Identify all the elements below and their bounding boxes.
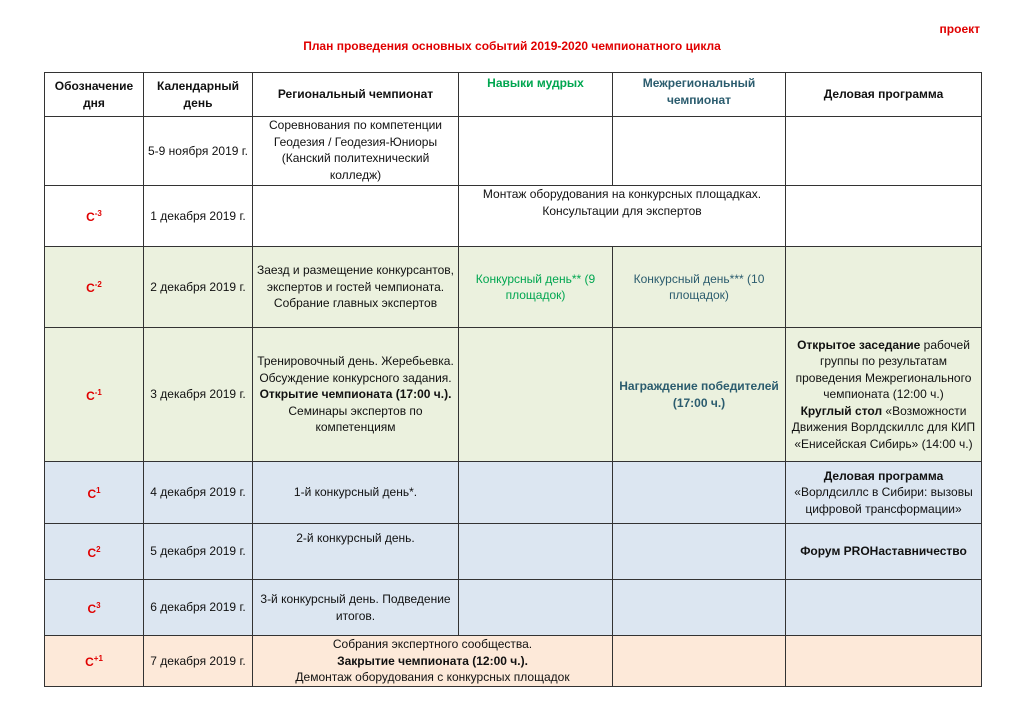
header-business: Деловая программа (785, 72, 982, 117)
closing-text: Собрания экспертного сообщества. (332, 637, 533, 651)
day-code-sup: -1 (94, 387, 102, 397)
header-regional: Региональный чемпионат (252, 72, 459, 117)
date-cell: 6 декабря 2019 г. (143, 579, 253, 636)
day-code-cell: С+1 (44, 635, 144, 687)
business-cell: Деловая программа «Ворлдсиллс в Сибири: в… (785, 461, 982, 524)
day-code-cell: С-2 (44, 246, 144, 328)
interregional-cell (612, 523, 786, 580)
day-code: С (87, 486, 97, 501)
closing-bold: Закрытие чемпионата (12:00 ч.). (337, 653, 528, 668)
business-cell (785, 579, 982, 636)
interregional-cell (612, 635, 786, 687)
day-code: С (86, 210, 95, 225)
business-text: «Ворлдсиллс в Сибири: вызовы цифровой тр… (794, 485, 973, 516)
day-code-sup: 1 (96, 485, 101, 495)
page-title: План проведения основных событий 2019-20… (303, 39, 721, 53)
table-row: 5-9 ноября 2019 г. Соревнования по компе… (44, 116, 982, 186)
table-row: С-3 1 декабря 2019 г. Монтаж оборудовани… (44, 185, 982, 247)
day-code-cell: С-3 (44, 185, 144, 247)
interregional-cell: Конкурсный день*** (10 площадок) (612, 246, 786, 328)
day-code: С (85, 655, 94, 669)
header-day-code: Обозначение дня (44, 72, 144, 117)
header-date: Календарный день (143, 72, 253, 117)
setup-cell: Монтаж оборудования на конкурсных площад… (458, 185, 786, 247)
day-code-sup: -2 (94, 280, 102, 290)
regional-cell: Тренировочный день. Жеребьевка. Обсужден… (252, 327, 459, 462)
draft-label: проект (939, 22, 980, 36)
regional-cell (252, 185, 459, 247)
day-code-sup: 2 (96, 544, 101, 554)
table-row: С-1 3 декабря 2019 г. Тренировочный день… (44, 327, 982, 462)
day-code: С (86, 281, 95, 296)
header-wise: Навыки мудрых (458, 72, 613, 117)
business-bold: Открытое заседание (797, 337, 921, 352)
interregional-cell (612, 579, 786, 636)
day-code: С (87, 601, 97, 616)
date-cell: 2 декабря 2019 г. (143, 246, 253, 328)
date-cell: 4 декабря 2019 г. (143, 461, 253, 524)
closing-cell: Собрания экспертного сообщества. Закрытие… (252, 635, 613, 687)
date-cell: 5 декабря 2019 г. (143, 523, 253, 580)
header-interregional: Межрегиональный чемпионат (612, 72, 786, 117)
table-row: С-2 2 декабря 2019 г. Заезд и размещение… (44, 246, 982, 328)
regional-text: Семинары экспертов по компетенциям (288, 403, 423, 435)
business-cell: Форум PROНаставничество (785, 523, 982, 580)
wise-cell (458, 579, 613, 636)
business-text: «Возможности Движения Ворлдскиллс для КИ… (791, 403, 976, 451)
wise-cell (458, 327, 613, 462)
header-row: Обозначение дня Календарный день Региона… (44, 72, 982, 117)
regional-cell: Соревнования по компетенции Геодезия / Г… (252, 116, 459, 186)
wise-cell (458, 461, 613, 524)
day-code: С (87, 545, 97, 560)
regional-text: Тренировочный день. Жеребьевка. Обсужден… (257, 354, 454, 385)
day-code-cell: С2 (44, 523, 144, 580)
date-cell: 5-9 ноября 2019 г. (143, 116, 253, 186)
business-cell (785, 185, 982, 247)
closing-text: Демонтаж оборудования с конкурсных площа… (295, 670, 570, 684)
schedule-table: Обозначение дня Календарный день Региона… (44, 72, 982, 687)
regional-cell: 1-й конкурсный день*. (252, 461, 459, 524)
regional-cell: 3-й конкурсный день. Подведение итогов. (252, 579, 459, 636)
table-row: С2 5 декабря 2019 г. 2-й конкурсный день… (44, 523, 982, 580)
business-cell (785, 635, 982, 687)
day-code-cell: С-1 (44, 327, 144, 462)
date-cell: 3 декабря 2019 г. (143, 327, 253, 462)
day-code-sup: 3 (96, 600, 101, 610)
day-code-cell (44, 116, 144, 186)
business-cell: Открытое заседание рабочей группы по рез… (785, 327, 982, 462)
day-code-cell: С1 (44, 461, 144, 524)
day-code-sup: +1 (93, 654, 103, 663)
business-bold: Круглый стол (800, 403, 883, 418)
opening-text: Открытие чемпионата (17:00 ч.). (259, 387, 452, 402)
table-row: С1 4 декабря 2019 г. 1-й конкурсный день… (44, 461, 982, 524)
business-bold: Деловая программа (823, 468, 944, 483)
wise-cell: Конкурсный день** (9 площадок) (458, 246, 613, 328)
wise-cell (458, 116, 613, 186)
business-cell (785, 246, 982, 328)
business-text: рабочей группы по результатам проведения… (795, 337, 972, 402)
wise-cell (458, 523, 613, 580)
date-cell: 1 декабря 2019 г. (143, 185, 253, 247)
day-code-sup: -3 (94, 209, 102, 219)
interregional-cell (612, 461, 786, 524)
date-cell: 7 декабря 2019 г. (143, 635, 253, 687)
regional-cell: 2-й конкурсный день. (252, 523, 459, 580)
table-row: С3 6 декабря 2019 г. 3-й конкурсный день… (44, 579, 982, 636)
business-cell (785, 116, 982, 186)
regional-cell: Заезд и размещение конкурсантов, эксперт… (252, 246, 459, 328)
interregional-cell (612, 116, 786, 186)
table-row: С+1 7 декабря 2019 г. Собрания экспертно… (44, 635, 982, 687)
day-code-cell: С3 (44, 579, 144, 636)
day-code: С (86, 388, 95, 403)
interregional-cell: Награждение победителей (17:00 ч.) (612, 327, 786, 462)
